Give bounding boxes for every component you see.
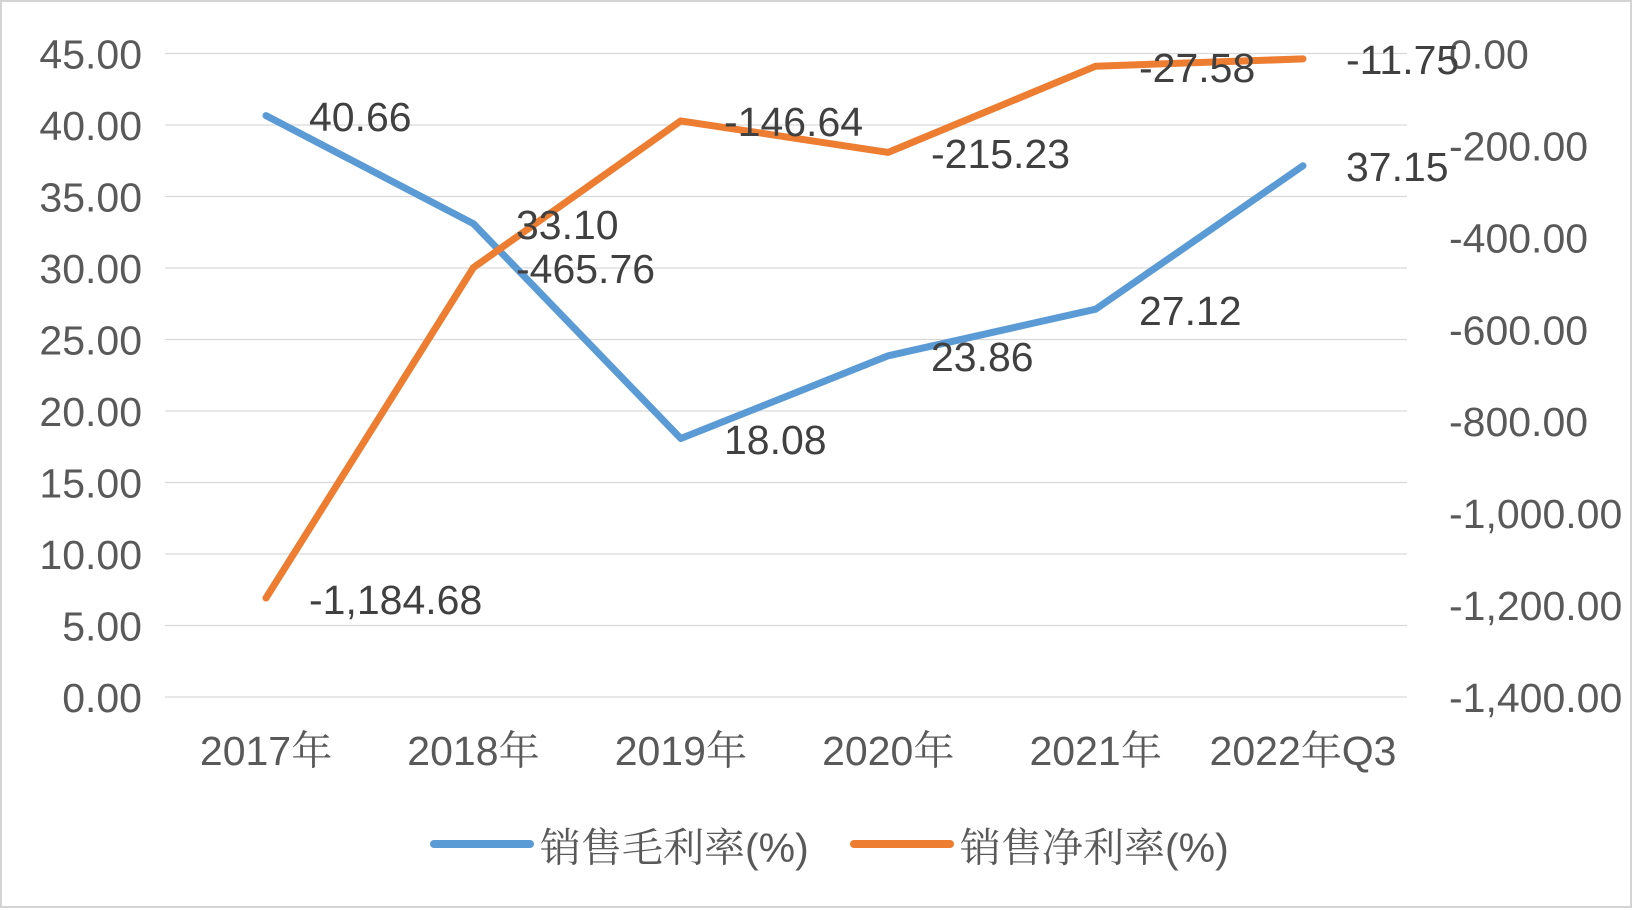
svg-text:20.00: 20.00: [39, 389, 142, 435]
svg-text:23.86: 23.86: [931, 334, 1034, 380]
svg-text:2021年: 2021年: [1029, 728, 1161, 774]
svg-text:2020年: 2020年: [822, 728, 954, 774]
svg-text:2022年Q3: 2022年Q3: [1210, 728, 1397, 774]
svg-text:销售净利率(%): 销售净利率(%): [960, 825, 1229, 871]
svg-text:-146.64: -146.64: [724, 99, 863, 145]
svg-text:-1,200.00: -1,200.00: [1449, 583, 1622, 629]
svg-text:2019年: 2019年: [615, 728, 747, 774]
svg-text:0.00: 0.00: [62, 675, 142, 721]
svg-text:45.00: 45.00: [39, 32, 142, 78]
svg-text:5.00: 5.00: [62, 604, 142, 650]
svg-text:25.00: 25.00: [39, 318, 142, 364]
svg-text:-200.00: -200.00: [1449, 123, 1588, 169]
svg-text:37.15: 37.15: [1346, 144, 1449, 190]
svg-text:-1,400.00: -1,400.00: [1449, 675, 1622, 721]
svg-text:15.00: 15.00: [39, 461, 142, 507]
svg-text:销售毛利率(%): 销售毛利率(%): [540, 825, 809, 871]
svg-text:2018年: 2018年: [407, 728, 539, 774]
svg-text:18.08: 18.08: [724, 417, 827, 463]
svg-text:-1,000.00: -1,000.00: [1449, 491, 1622, 537]
svg-text:10.00: 10.00: [39, 532, 142, 578]
svg-text:2017年: 2017年: [200, 728, 332, 774]
svg-text:-1,184.68: -1,184.68: [309, 577, 482, 623]
svg-text:0.00: 0.00: [1449, 32, 1529, 78]
svg-text:-800.00: -800.00: [1449, 399, 1588, 445]
svg-text:40.66: 40.66: [309, 94, 412, 140]
svg-text:35.00: 35.00: [39, 175, 142, 221]
svg-text:30.00: 30.00: [39, 246, 142, 292]
svg-text:-400.00: -400.00: [1449, 215, 1588, 261]
svg-text:40.00: 40.00: [39, 103, 142, 149]
svg-text:-465.76: -465.76: [516, 246, 655, 292]
svg-text:-600.00: -600.00: [1449, 307, 1588, 353]
svg-text:-215.23: -215.23: [931, 131, 1070, 177]
svg-text:-11.75: -11.75: [1346, 37, 1459, 83]
svg-text:-27.58: -27.58: [1139, 45, 1255, 91]
svg-text:33.10: 33.10: [516, 202, 619, 248]
svg-text:27.12: 27.12: [1139, 288, 1242, 334]
